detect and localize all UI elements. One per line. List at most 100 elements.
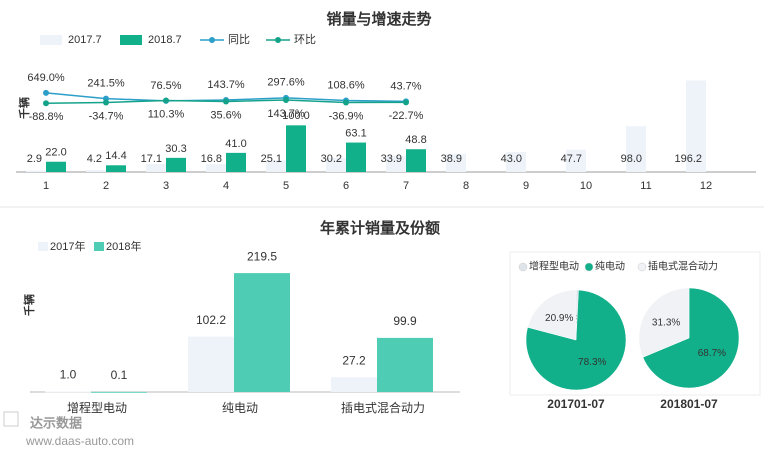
legend-dot — [584, 262, 594, 272]
pie-slice — [642, 287, 740, 389]
x-tick-label: 7 — [403, 180, 409, 192]
value-label: 22.0 — [45, 147, 66, 159]
legend-dot — [518, 262, 528, 272]
x-tick-label: 1 — [43, 180, 49, 192]
bar — [234, 273, 290, 392]
legend-label: 同比 — [228, 33, 250, 46]
value-label: 14.4 — [105, 150, 126, 162]
bar — [406, 149, 426, 172]
legend-label: 纯电动 — [595, 260, 625, 273]
legend-swatch — [40, 35, 62, 45]
bar — [188, 336, 234, 392]
value-label: 1.0 — [60, 368, 77, 382]
value-label: 16.8 — [201, 153, 222, 165]
value-label: 63.1 — [345, 127, 366, 139]
line-point — [403, 99, 409, 106]
bar — [386, 156, 406, 172]
pie-panel — [509, 251, 761, 396]
legend-label: 2017年 — [50, 239, 85, 253]
line-value-label: 297.6% — [267, 77, 305, 89]
value-label: 219.5 — [247, 249, 277, 263]
bar — [206, 164, 226, 172]
x-tick-label: 增程型电动 — [67, 400, 127, 415]
bar — [166, 157, 186, 172]
value-label: 30.3 — [165, 143, 186, 155]
bar — [91, 391, 147, 393]
line-value-label: 241.5% — [87, 78, 125, 90]
value-label: 33.9 — [381, 153, 402, 165]
legend-dot — [637, 262, 647, 272]
x-tick-label: 4 — [223, 180, 229, 192]
bar — [377, 337, 433, 392]
legend-dot — [209, 37, 215, 43]
bar — [286, 125, 306, 172]
value-label: 38.9 — [441, 153, 462, 165]
x-tick-label: 6 — [343, 180, 349, 192]
pie-title: 201801-07 — [660, 397, 718, 411]
bar — [146, 164, 166, 172]
pie-title: 201701-07 — [547, 397, 605, 411]
legend-label: 2017.7 — [68, 34, 102, 46]
bar — [46, 161, 66, 172]
value-label: 102.2 — [196, 313, 226, 327]
line-value-label: 35.6% — [210, 109, 241, 121]
x-tick-label: 2 — [103, 180, 109, 192]
value-label: 48.8 — [405, 134, 426, 146]
line-value-label: 108.6% — [327, 79, 365, 91]
legend-label: 环比 — [294, 33, 316, 46]
line-point — [343, 99, 349, 106]
pie-slice — [638, 287, 690, 358]
x-tick-label: 插电式混合动力 — [341, 400, 425, 415]
value-label: 4.2 — [87, 153, 102, 165]
bar — [266, 160, 286, 172]
bar — [326, 157, 346, 172]
line-value-label: 143.7% — [207, 79, 245, 91]
value-label: 27.2 — [342, 353, 366, 367]
value-label: 100.0 — [282, 110, 310, 122]
value-label: 25.1 — [261, 153, 282, 165]
chart-title: 年累计销量及份额 — [320, 219, 440, 237]
x-tick-label: 8 — [463, 180, 469, 192]
bar — [626, 126, 646, 172]
value-label: 17.1 — [141, 153, 162, 165]
bar — [26, 170, 46, 172]
bar — [506, 151, 526, 172]
watermark-name: 达示数据 — [30, 415, 82, 430]
bar — [331, 377, 377, 392]
bar — [686, 80, 706, 172]
watermark-url: www.daas-auto.com — [25, 434, 134, 448]
line-value-label: 143.7% — [267, 108, 305, 120]
chart-title: 销量与增速走势 — [326, 10, 431, 28]
line-value-label: -34.7% — [89, 110, 124, 122]
line-point — [223, 98, 229, 105]
pie-label: 0.8% — [565, 315, 588, 326]
bar — [86, 170, 106, 172]
line-value-label: 649.0% — [27, 72, 65, 84]
x-tick-label: 5 — [283, 180, 289, 192]
pie-label: 78.3% — [578, 357, 606, 368]
bar — [446, 153, 466, 172]
value-label: 196.2 — [674, 153, 702, 165]
line-point — [43, 100, 49, 107]
legend-label: 2018年 — [106, 239, 141, 253]
line-value-label: 43.7% — [390, 80, 421, 92]
value-label: 0.1 — [111, 368, 128, 382]
y-axis-label: 千辆 — [17, 97, 31, 119]
line-point — [43, 89, 49, 96]
x-tick-label: 纯电动 — [222, 401, 258, 415]
pie-label: 20.9% — [545, 313, 573, 324]
pie-slice — [527, 289, 577, 341]
value-label: 43.0 — [501, 153, 522, 165]
bar — [106, 165, 126, 172]
bar — [566, 149, 586, 172]
value-label: 47.7 — [561, 153, 582, 165]
line-point — [103, 99, 109, 106]
legend-dot — [275, 37, 281, 43]
legend-label: 2018.7 — [148, 34, 182, 46]
bar — [45, 391, 91, 393]
line-value-label: 110.3% — [148, 108, 185, 120]
line-value-label: -22.7% — [389, 110, 424, 122]
pie-label: 31.3% — [652, 317, 680, 328]
value-label: 2.9 — [27, 153, 42, 165]
